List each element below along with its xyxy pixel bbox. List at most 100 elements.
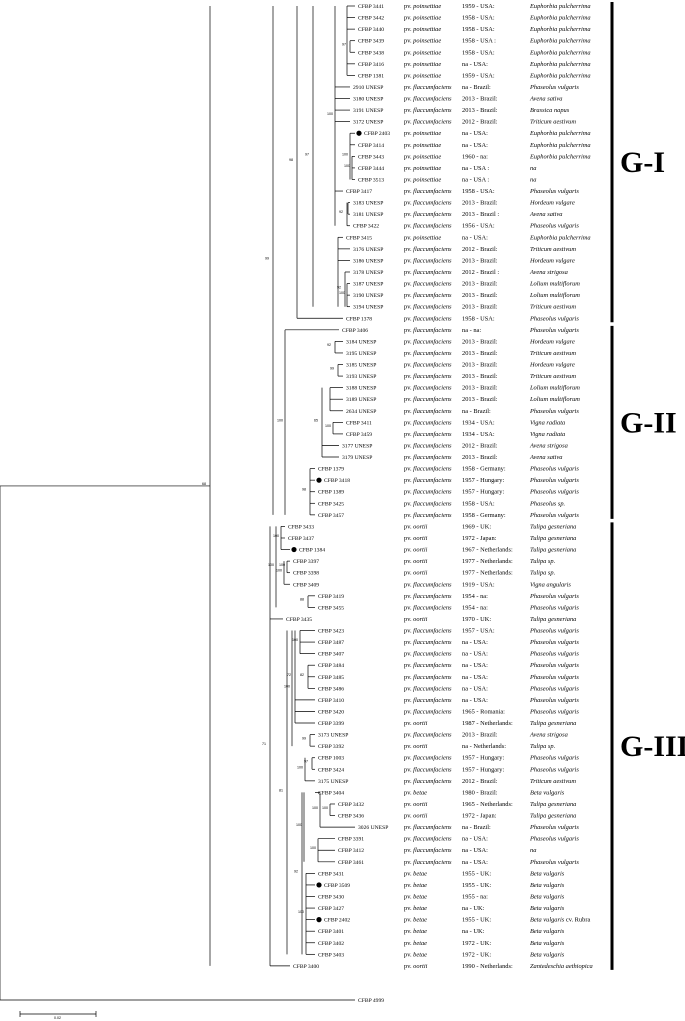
bootstrap-value: 100 [342, 152, 348, 156]
pathovar-label: pv. flaccumfaciens [404, 304, 452, 311]
bootstrap-value: 68 [202, 482, 206, 486]
strain-id: CFBP 3397 [293, 559, 319, 565]
strain-id: 3181 UNESP [353, 212, 383, 218]
pathovar-label: pv. poinsettiae [404, 130, 441, 137]
bootstrap-values: 9710010092100921009897100100659998100100… [202, 42, 350, 913]
host-species: Euphorbia pulcherrima [529, 72, 591, 79]
type-strain-marker [291, 546, 297, 553]
host-species: Triticum aestivum [530, 246, 576, 253]
pathovar-label: pv. betae [404, 870, 427, 877]
strain-id: CFBP 3437 [288, 536, 314, 542]
strain-id: 2910 UNESP [353, 85, 383, 91]
bootstrap-value: 71 [262, 742, 266, 746]
host-species: Tulipa sp. [530, 570, 556, 577]
strain-id: CFBP 2402 [324, 918, 350, 924]
origin-info: 2012 - Brazil: [462, 778, 498, 785]
type-strain-marker [316, 477, 322, 483]
outgroup-label: CFBP 4999 [358, 998, 384, 1004]
pathovar-label: pv. oortii [404, 616, 428, 623]
pathovar-label: pv. oortii [404, 813, 428, 820]
pathovar-label: pv. poinsettiae [404, 153, 441, 160]
origin-info: 1919 - USA: [462, 581, 495, 588]
origin-info: 1959 - USA: [462, 72, 495, 79]
host-species: Phaseolus vulgaris [529, 466, 579, 473]
strain-id: CFBP 3402 [318, 941, 344, 947]
origin-info: 2013 - Brazil: [462, 200, 498, 207]
pathovar-label: pv. oortii [404, 570, 428, 577]
strain-id: 2634 UNESP [346, 409, 376, 415]
pathovar-label: pv. betae [404, 789, 427, 796]
host-species: Euphorbia pulcherrima [529, 130, 591, 137]
origin-info: na - USA: [462, 662, 488, 669]
host-species: Lolium multiflorum [529, 385, 580, 392]
bootstrap-value: 100 [344, 164, 350, 168]
host-species: Triticum aestivum [530, 350, 576, 357]
strain-id: CFBP 3419 [318, 594, 344, 600]
scale-bar: 0.02 [19, 1011, 97, 1020]
origin-info: na - USA: [462, 639, 488, 646]
host-species: Hordeum vulgare [529, 362, 575, 369]
pathovar-label: pv. flaccumfaciens [404, 338, 452, 345]
strain-id: CFBP 3509 [324, 883, 350, 889]
pathovar-label: pv. flaccumfaciens [404, 732, 452, 739]
origin-info: 1956 - USA: [462, 223, 495, 230]
bootstrap-value: 97 [304, 760, 308, 764]
host-species: Phaseolus vulgaris [529, 408, 579, 415]
bootstrap-value: 99 [265, 256, 269, 260]
host-species: Triticum aestivum [530, 304, 576, 311]
pathovar-label: pv. poinsettiae [404, 234, 441, 241]
strain-id: CFBP 3412 [338, 848, 364, 854]
host-species: Avena sativa [529, 211, 562, 218]
strain-id: CFBP 3409 [293, 582, 319, 588]
outgroup: CFBP 4999 [0, 998, 384, 1004]
host-species: na [530, 847, 536, 854]
host-species: Phaseolus vulgaris [529, 674, 579, 681]
host-species: Beta vulgaris [530, 882, 565, 889]
origin-info: na - USA: [462, 836, 488, 843]
strain-id: CFBP 3484 [318, 663, 344, 669]
host-species: Hordeum vulgare [529, 200, 575, 207]
origin-info: 1957 - Hungary: [462, 489, 504, 496]
strain-id: CFBP 3427 [318, 906, 344, 912]
group-label: G-I [620, 146, 665, 179]
host-species: Triticum aestivum [530, 373, 576, 380]
strain-id: 3180 UNESP [353, 97, 383, 103]
pathovar-label: pv. oortii [404, 558, 428, 565]
strain-id: CFBP 2403 [364, 131, 390, 137]
host-species: Euphorbia pulcherrima [529, 142, 591, 149]
pathovar-label: pv. oortii [404, 963, 428, 970]
origin-info: 2013 - Brazil: [462, 292, 498, 299]
host-species: Phaseolus vulgaris [529, 604, 579, 611]
origin-info: 1972 - UK: [462, 940, 491, 947]
origin-info: na - UK: [462, 928, 485, 935]
host-species: Beta vulgaris [530, 928, 565, 935]
bootstrap-value: 88 [300, 598, 304, 602]
host-species: Phaseolus vulgaris [529, 685, 579, 692]
pathovar-label: pv. flaccumfaciens [404, 674, 452, 681]
host-species: Phaseolus vulgaris [529, 188, 579, 195]
strain-id: 3193 UNESP [346, 374, 376, 380]
host-species: Phaseolus vulgaris [529, 824, 579, 831]
pathovar-label: pv. betae [404, 882, 427, 889]
origin-info: 2013 - Brazil: [462, 257, 498, 264]
strain-id: 3185 UNESP [346, 363, 376, 369]
origin-info: 1970 - UK: [462, 616, 491, 623]
host-species: Phaseolus vulgaris [529, 766, 579, 773]
pathovar-label: pv. flaccumfaciens [404, 362, 452, 369]
origin-info: na - USA: [462, 130, 488, 137]
pathovar-label: pv. flaccumfaciens [404, 512, 452, 519]
bootstrap-value: 100 [292, 638, 298, 642]
strain-id: CFBP 3431 [318, 871, 344, 877]
origin-info: 1965 - Romania: [462, 708, 505, 715]
origin-info: na - USA: [462, 61, 488, 68]
bootstrap-value: 98 [302, 488, 306, 492]
host-species: Phaseolus vulgaris [529, 697, 579, 704]
host-species: Tulipa gesneriana [530, 801, 576, 808]
bootstrap-value: 100 [312, 806, 318, 810]
host-species: Phaseolus vulgaris [529, 489, 579, 496]
origin-info: na - na: [462, 327, 481, 334]
host-species: Triticum aestivum [530, 778, 576, 785]
host-species: Phaseolus vulgaris [529, 662, 579, 669]
host-species: Lolium multiflorum [529, 281, 580, 288]
host-species: Tulipa gesneriana [530, 813, 576, 820]
